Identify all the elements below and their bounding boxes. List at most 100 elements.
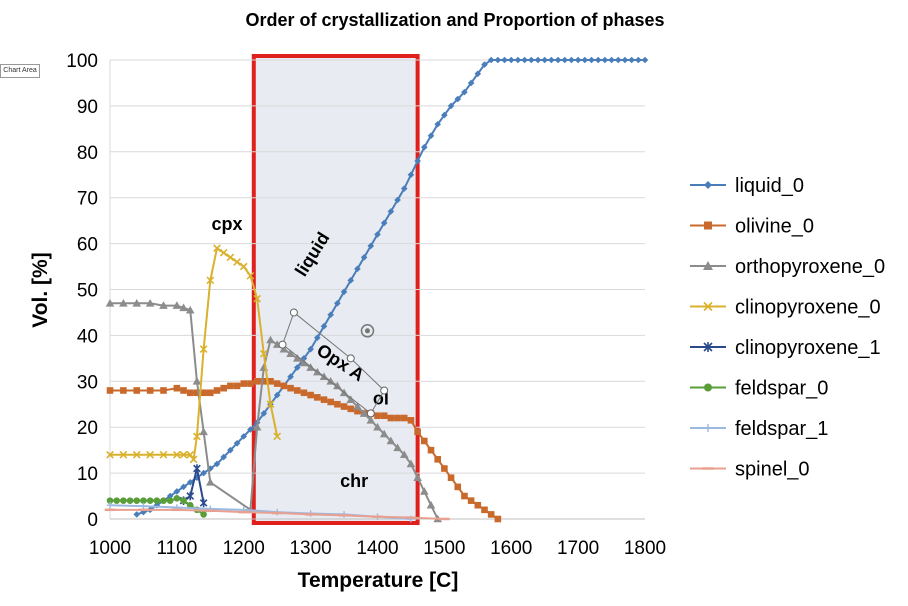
selection-handle[interactable] [346,354,355,363]
legend-label: feldspar_0 [735,378,828,400]
legend-label: orthopyroxene_0 [735,256,885,278]
data-point-liquid_0 [354,265,361,273]
data-point-olivine_0 [120,387,127,394]
selection-handle[interactable] [366,409,375,418]
data-point-clinopyroxene_0 [206,276,215,285]
legend-item-liquid_0[interactable]: liquid_0 [690,175,804,197]
data-point-olivine_0 [180,387,187,394]
data-point-orthopyroxene_0 [179,303,188,312]
legend-label: clinopyroxene_0 [735,297,881,319]
data-point-orthopyroxene_0 [379,429,389,438]
data-point-olivine_0 [454,483,462,491]
data-point-olivine_0 [467,497,475,504]
data-point-olivine_0 [253,378,261,385]
legend-item-feldspar_0[interactable]: feldspar_0 [690,378,828,400]
data-point-olivine_0 [133,387,141,394]
legend-label: spinel_0 [735,459,810,481]
legend-swatch-marker [704,383,712,392]
data-point-clinopyroxene_0 [246,271,255,280]
rotate-handle-icon[interactable] [360,324,375,338]
data-point-olivine_0 [240,380,248,387]
legend-item-spinel_0[interactable]: spinel_0 [690,459,810,481]
data-point-liquid_0 [601,56,609,64]
data-point-liquid_0 [568,56,575,64]
annotation-cpx: cpx [212,214,243,234]
data-point-clinopyroxene_0 [273,432,282,441]
legend-item-feldspar_1[interactable]: feldspar_1 [690,418,828,440]
selection-handle[interactable] [289,308,298,317]
data-point-liquid_0 [407,171,415,179]
y-tick-label: 40 [77,326,98,347]
data-point-liquid_0 [186,478,194,486]
data-point-feldspar_0 [173,495,181,502]
data-point-orthopyroxene_0 [266,335,275,344]
chart-area-tag[interactable]: Chart Area [0,64,40,78]
data-point-olivine_0 [354,407,361,415]
data-point-liquid_0 [307,345,314,353]
series-spinel_0 [104,508,450,521]
series-orthopyroxene_0 [105,298,442,523]
legend-swatch-marker [703,342,713,352]
data-point-feldspar_0 [126,497,134,504]
data-point-liquid_0 [360,254,368,261]
data-point-orthopyroxene_0 [199,427,208,436]
legend-swatch-marker [704,181,712,189]
data-point-olivine_0 [293,387,301,394]
selection-handle[interactable] [380,386,389,395]
data-point-olivine_0 [300,389,308,397]
legend-item-olivine_0[interactable]: olivine_0 [690,216,814,238]
y-tick-label: 10 [77,464,98,485]
data-point-liquid_0 [334,299,341,307]
selection-box[interactable] [278,308,389,418]
data-point-olivine_0 [173,384,181,392]
data-point-liquid_0 [561,56,569,64]
data-point-clinopyroxene_0 [106,450,114,459]
legend-label: liquid_0 [735,175,804,197]
selection-handle[interactable] [278,340,287,349]
data-point-clinopyroxene_0 [226,253,235,262]
data-point-olivine_0 [314,394,321,401]
selection-outline[interactable] [281,311,385,415]
data-point-liquid_0 [414,157,421,165]
data-point-liquid_0 [534,56,542,64]
data-point-liquid_0 [227,446,234,454]
data-point-olivine_0 [213,387,221,394]
data-point-liquid_0 [200,469,207,477]
data-point-liquid_0 [374,231,381,238]
legend-item-clinopyroxene_0[interactable]: clinopyroxene_0 [690,297,881,319]
data-point-clinopyroxene_0 [189,455,198,464]
data-point-liquid_0 [421,143,428,151]
data-point-liquid_0 [628,56,635,64]
data-point-feldspar_1 [106,501,114,509]
data-point-orthopyroxene_0 [145,298,155,307]
data-point-olivine_0 [380,412,388,420]
series-clinopyroxene_0 [106,244,282,464]
legend-swatch-marker [703,301,713,312]
annotation-chr: chr [340,471,368,491]
data-point-olivine_0 [227,382,234,390]
data-point-olivine_0 [434,456,441,463]
data-point-feldspar_0 [113,497,120,504]
data-point-orthopyroxene_0 [159,301,168,309]
data-point-orthopyroxene_0 [299,358,309,367]
data-point-orthopyroxene_0 [420,487,429,495]
legend-item-clinopyroxene_1[interactable]: clinopyroxene_1 [690,337,881,359]
data-point-feldspar_0 [146,497,154,504]
data-point-olivine_0 [347,405,355,413]
data-point-liquid_0 [461,88,468,96]
data-point-orthopyroxene_0 [406,459,416,468]
data-point-feldspar_0 [120,497,127,504]
data-point-feldspar_0 [186,501,194,509]
data-point-liquid_0 [133,511,141,518]
data-point-liquid_0 [247,426,254,433]
data-point-olivine_0 [327,398,334,406]
data-point-clinopyroxene_0 [266,400,275,409]
data-point-olivine_0 [481,506,488,514]
data-point-clinopyroxene_0 [199,345,208,354]
data-point-clinopyroxene_1 [199,498,208,508]
data-point-olivine_0 [387,414,395,422]
data-point-feldspar_0 [153,497,161,504]
legend-item-orthopyroxene_0[interactable]: orthopyroxene_0 [690,256,885,278]
data-point-liquid_0 [327,311,334,319]
